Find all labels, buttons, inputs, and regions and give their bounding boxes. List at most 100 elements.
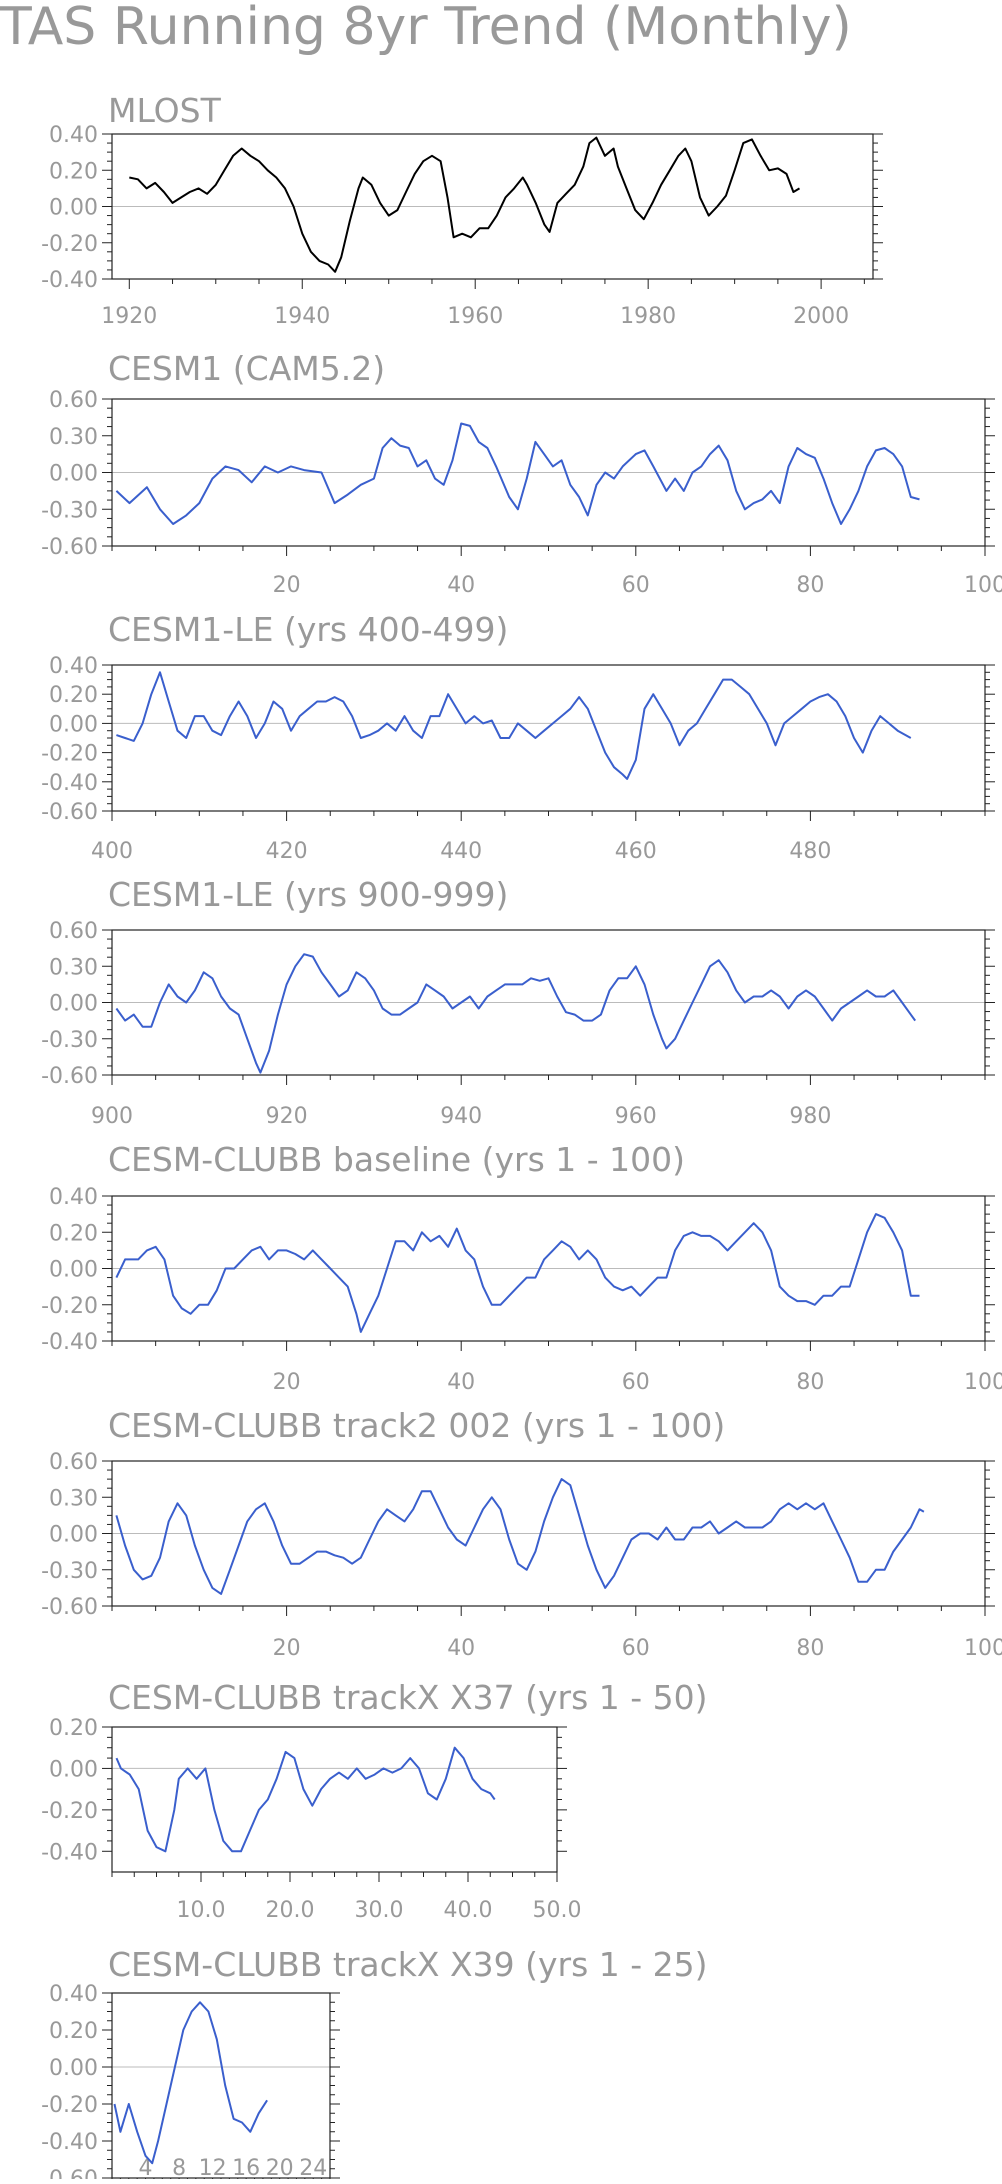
y-tick-label: 0.60 — [49, 388, 98, 413]
chart-title: CESM-CLUBB trackX X37 (yrs 1 - 50) — [108, 1678, 708, 1717]
y-tick-label: -0.20 — [41, 232, 98, 257]
chart-title: CESM1 (CAM5.2) — [108, 349, 385, 388]
series-line — [115, 1213, 920, 1333]
x-tick-label: 2000 — [793, 304, 849, 329]
x-tick-label: 50.0 — [533, 1898, 582, 1923]
y-tick-label: -0.40 — [41, 1840, 98, 1865]
x-tick-label: 20.0 — [266, 1898, 315, 1923]
x-tick-label: 1980 — [620, 304, 676, 329]
series-line — [129, 136, 801, 273]
y-tick-label: 0.40 — [49, 123, 98, 148]
x-tick-label: 12 — [199, 2156, 227, 2179]
x-tick-label: 80 — [796, 1636, 824, 1661]
y-tick-label: 0.60 — [49, 919, 98, 944]
y-tick-label: -0.30 — [41, 1559, 98, 1584]
x-tick-label: 80 — [796, 1370, 824, 1395]
chart-panel: CESM-CLUBB track2 002 (yrs 1 - 100) -0.60… — [41, 1406, 1002, 1661]
x-tick-label: 20 — [273, 573, 301, 598]
y-tick-label: 0.00 — [49, 1258, 98, 1283]
chart-title: CESM1-LE (yrs 900-999) — [108, 875, 508, 914]
y-tick-label: 0.00 — [49, 1757, 98, 1782]
chart-title: CESM-CLUBB track2 002 (yrs 1 - 100) — [108, 1406, 725, 1445]
y-tick-label: 0.00 — [49, 462, 98, 487]
x-tick-label: 8 — [172, 2156, 186, 2179]
series-line — [116, 671, 912, 780]
y-tick-label: 0.00 — [49, 1523, 98, 1548]
x-tick-label: 20 — [266, 2156, 294, 2179]
y-tick-label: -0.40 — [41, 1330, 98, 1355]
plot-frame — [111, 1992, 331, 2179]
chart-panel: MLOST -0.40 -0.20 0.00 0.20 0.40 1920 1940 1960 1… — [41, 91, 883, 329]
x-tick-label: 40 — [447, 1636, 475, 1661]
x-tick-label: 100 — [964, 573, 1002, 598]
x-tick-label: 30.0 — [355, 1898, 404, 1923]
y-tick-label: 0.20 — [49, 2019, 98, 2044]
y-tick-label: 0.40 — [49, 1185, 98, 1210]
y-tick-label: -0.20 — [41, 742, 98, 767]
x-tick-label: 460 — [615, 839, 657, 864]
x-tick-label: 1960 — [447, 304, 503, 329]
y-tick-label: -0.20 — [41, 1294, 98, 1319]
chart-title: CESM1-LE (yrs 400-499) — [108, 610, 508, 649]
x-tick-label: 100 — [964, 1636, 1002, 1661]
x-tick-label: 420 — [266, 839, 308, 864]
x-tick-label: 980 — [789, 1104, 831, 1129]
y-tick-label: 0.20 — [49, 1716, 98, 1741]
x-tick-label: 1940 — [274, 304, 330, 329]
series-line — [113, 2001, 268, 2165]
x-tick-label: 60 — [622, 1636, 650, 1661]
x-tick-label: 900 — [91, 1104, 133, 1129]
chart-panel: CESM-CLUBB baseline (yrs 1 - 100) -0.40 -0… — [41, 1140, 1002, 1395]
x-tick-label: 1920 — [101, 304, 157, 329]
x-tick-label: 920 — [266, 1104, 308, 1129]
y-tick-label: -0.60 — [41, 800, 98, 825]
y-tick-label: 0.40 — [49, 1982, 98, 2007]
x-tick-label: 100 — [964, 1370, 1002, 1395]
series-line — [115, 1478, 925, 1595]
y-tick-label: 0.20 — [49, 159, 98, 184]
x-tick-label: 10.0 — [177, 1898, 226, 1923]
x-tick-label: 24 — [299, 2156, 327, 2179]
y-tick-label: 0.40 — [49, 654, 98, 679]
x-tick-label: 940 — [440, 1104, 482, 1129]
x-tick-label: 80 — [796, 573, 824, 598]
series-line — [115, 1746, 496, 1853]
chart-title: CESM-CLUBB baseline (yrs 1 - 100) — [108, 1140, 685, 1179]
x-tick-label: 40 — [447, 573, 475, 598]
y-tick-label: -0.30 — [41, 1028, 98, 1053]
x-tick-label: 400 — [91, 839, 133, 864]
x-tick-label: 20 — [273, 1370, 301, 1395]
y-tick-label: -0.40 — [41, 771, 98, 796]
y-tick-label: -0.20 — [41, 1799, 98, 1824]
x-tick-label: 60 — [622, 1370, 650, 1395]
chart-panel: CESM-CLUBB trackX X39 (yrs 1 - 25) -0.60 -… — [41, 1945, 708, 2184]
x-tick-label: 40.0 — [444, 1898, 493, 1923]
y-tick-label: 0.30 — [49, 955, 98, 980]
y-tick-label: -0.40 — [41, 2130, 98, 2155]
x-tick-label: 60 — [622, 573, 650, 598]
chart-panel: CESM1 (CAM5.2) -0.60 -0.30 0.00 0.30 0.60 20 40… — [41, 349, 1002, 598]
y-tick-label: 0.30 — [49, 1486, 98, 1511]
y-tick-label: 0.60 — [49, 1450, 98, 1475]
plot-frame — [111, 1726, 558, 1873]
x-tick-label: 20 — [273, 1636, 301, 1661]
chart-panel: CESM1-LE (yrs 900-999) -0.60 -0.30 0.00 0.30… — [41, 875, 995, 1129]
y-tick-label: 0.20 — [49, 1221, 98, 1246]
y-tick-label: -0.40 — [41, 268, 98, 293]
x-tick-label: 40 — [447, 1370, 475, 1395]
x-tick-label: 440 — [440, 839, 482, 864]
y-tick-label: 0.00 — [49, 712, 98, 737]
chart-panel: CESM-CLUBB trackX X37 (yrs 1 - 50) -0.40 -… — [41, 1678, 707, 1923]
y-tick-label: -0.60 — [41, 1595, 98, 1620]
page-title: TAS Running 8yr Trend (Monthly) — [0, 0, 852, 57]
y-tick-label: 0.00 — [49, 196, 98, 221]
x-tick-label: 4 — [139, 2156, 153, 2179]
x-tick-label: 960 — [615, 1104, 657, 1129]
y-tick-label: -0.30 — [41, 498, 98, 523]
y-tick-label: -0.60 — [41, 1064, 98, 1089]
y-tick-label: 0.20 — [49, 683, 98, 708]
chart-title: CESM-CLUBB trackX X39 (yrs 1 - 25) — [108, 1945, 708, 1984]
panels: MLOST -0.40 -0.20 0.00 0.20 0.40 1920 1940 1960 1… — [41, 91, 1002, 2184]
